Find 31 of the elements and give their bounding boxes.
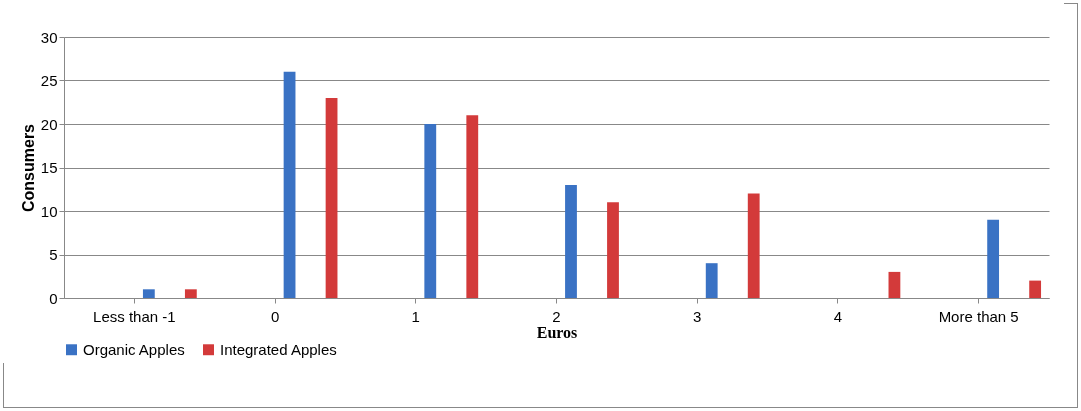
y-tick-label: 5 [49,246,58,263]
legend-label: Integrated Apples [220,340,337,358]
x-tick-label: Less than -1 [93,307,176,325]
legend-label: Organic Apples [83,340,185,358]
y-tick-label: 25 [40,72,58,89]
y-tick-label: 0 [49,289,58,307]
x-tick-label: 0 [270,307,280,325]
y-axis-title: Consumers [19,123,37,213]
bar [325,97,338,298]
bar [142,289,155,298]
bar [466,115,479,298]
bar [705,263,718,298]
bar [283,71,296,298]
y-tick-label: 20 [40,115,58,133]
bar [987,219,1000,298]
x-tick-label: 2 [552,307,561,325]
x-tick-label: More than 5 [938,307,1019,325]
bar [747,193,760,298]
bar [888,271,901,298]
y-tick-label: 10 [40,202,58,220]
bar [424,124,437,298]
x-axis-title: Euros [536,323,578,341]
x-tick-label: 4 [833,307,843,325]
bar [184,289,197,298]
bar [1029,280,1042,298]
bar [565,184,577,298]
y-tick-label: 15 [40,159,58,176]
y-tick-label: 30 [40,28,58,46]
bar [607,202,619,298]
x-tick-label: 3 [693,307,702,325]
x-tick-label: 1 [411,307,420,325]
